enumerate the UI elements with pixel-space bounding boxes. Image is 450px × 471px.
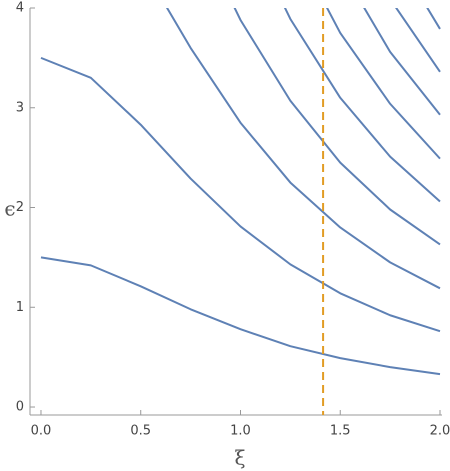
curve bbox=[40, 56, 441, 333]
curve bbox=[426, 8, 441, 30]
curve bbox=[363, 8, 441, 116]
y-tick-label: 0 bbox=[16, 400, 24, 415]
curve bbox=[165, 8, 441, 290]
x-tick-label: 2.0 bbox=[430, 424, 450, 439]
curve bbox=[40, 256, 441, 376]
y-tick-label: 3 bbox=[16, 100, 24, 115]
curve bbox=[325, 8, 441, 160]
x-axis-title: ξ bbox=[234, 446, 245, 470]
y-tick-label: 4 bbox=[16, 1, 24, 16]
x-tick-label: 1.5 bbox=[330, 424, 351, 439]
y-axis-title: ϵ bbox=[4, 197, 15, 221]
curve bbox=[233, 8, 441, 246]
x-tick-label: 0.5 bbox=[130, 424, 151, 439]
x-tick-label: 0.0 bbox=[31, 424, 52, 439]
y-tick-label: 2 bbox=[16, 200, 24, 215]
curve bbox=[283, 8, 441, 203]
x-tick-label: 1.0 bbox=[230, 424, 251, 439]
y-tick-label: 1 bbox=[16, 300, 24, 315]
plot-area bbox=[40, 8, 441, 415]
